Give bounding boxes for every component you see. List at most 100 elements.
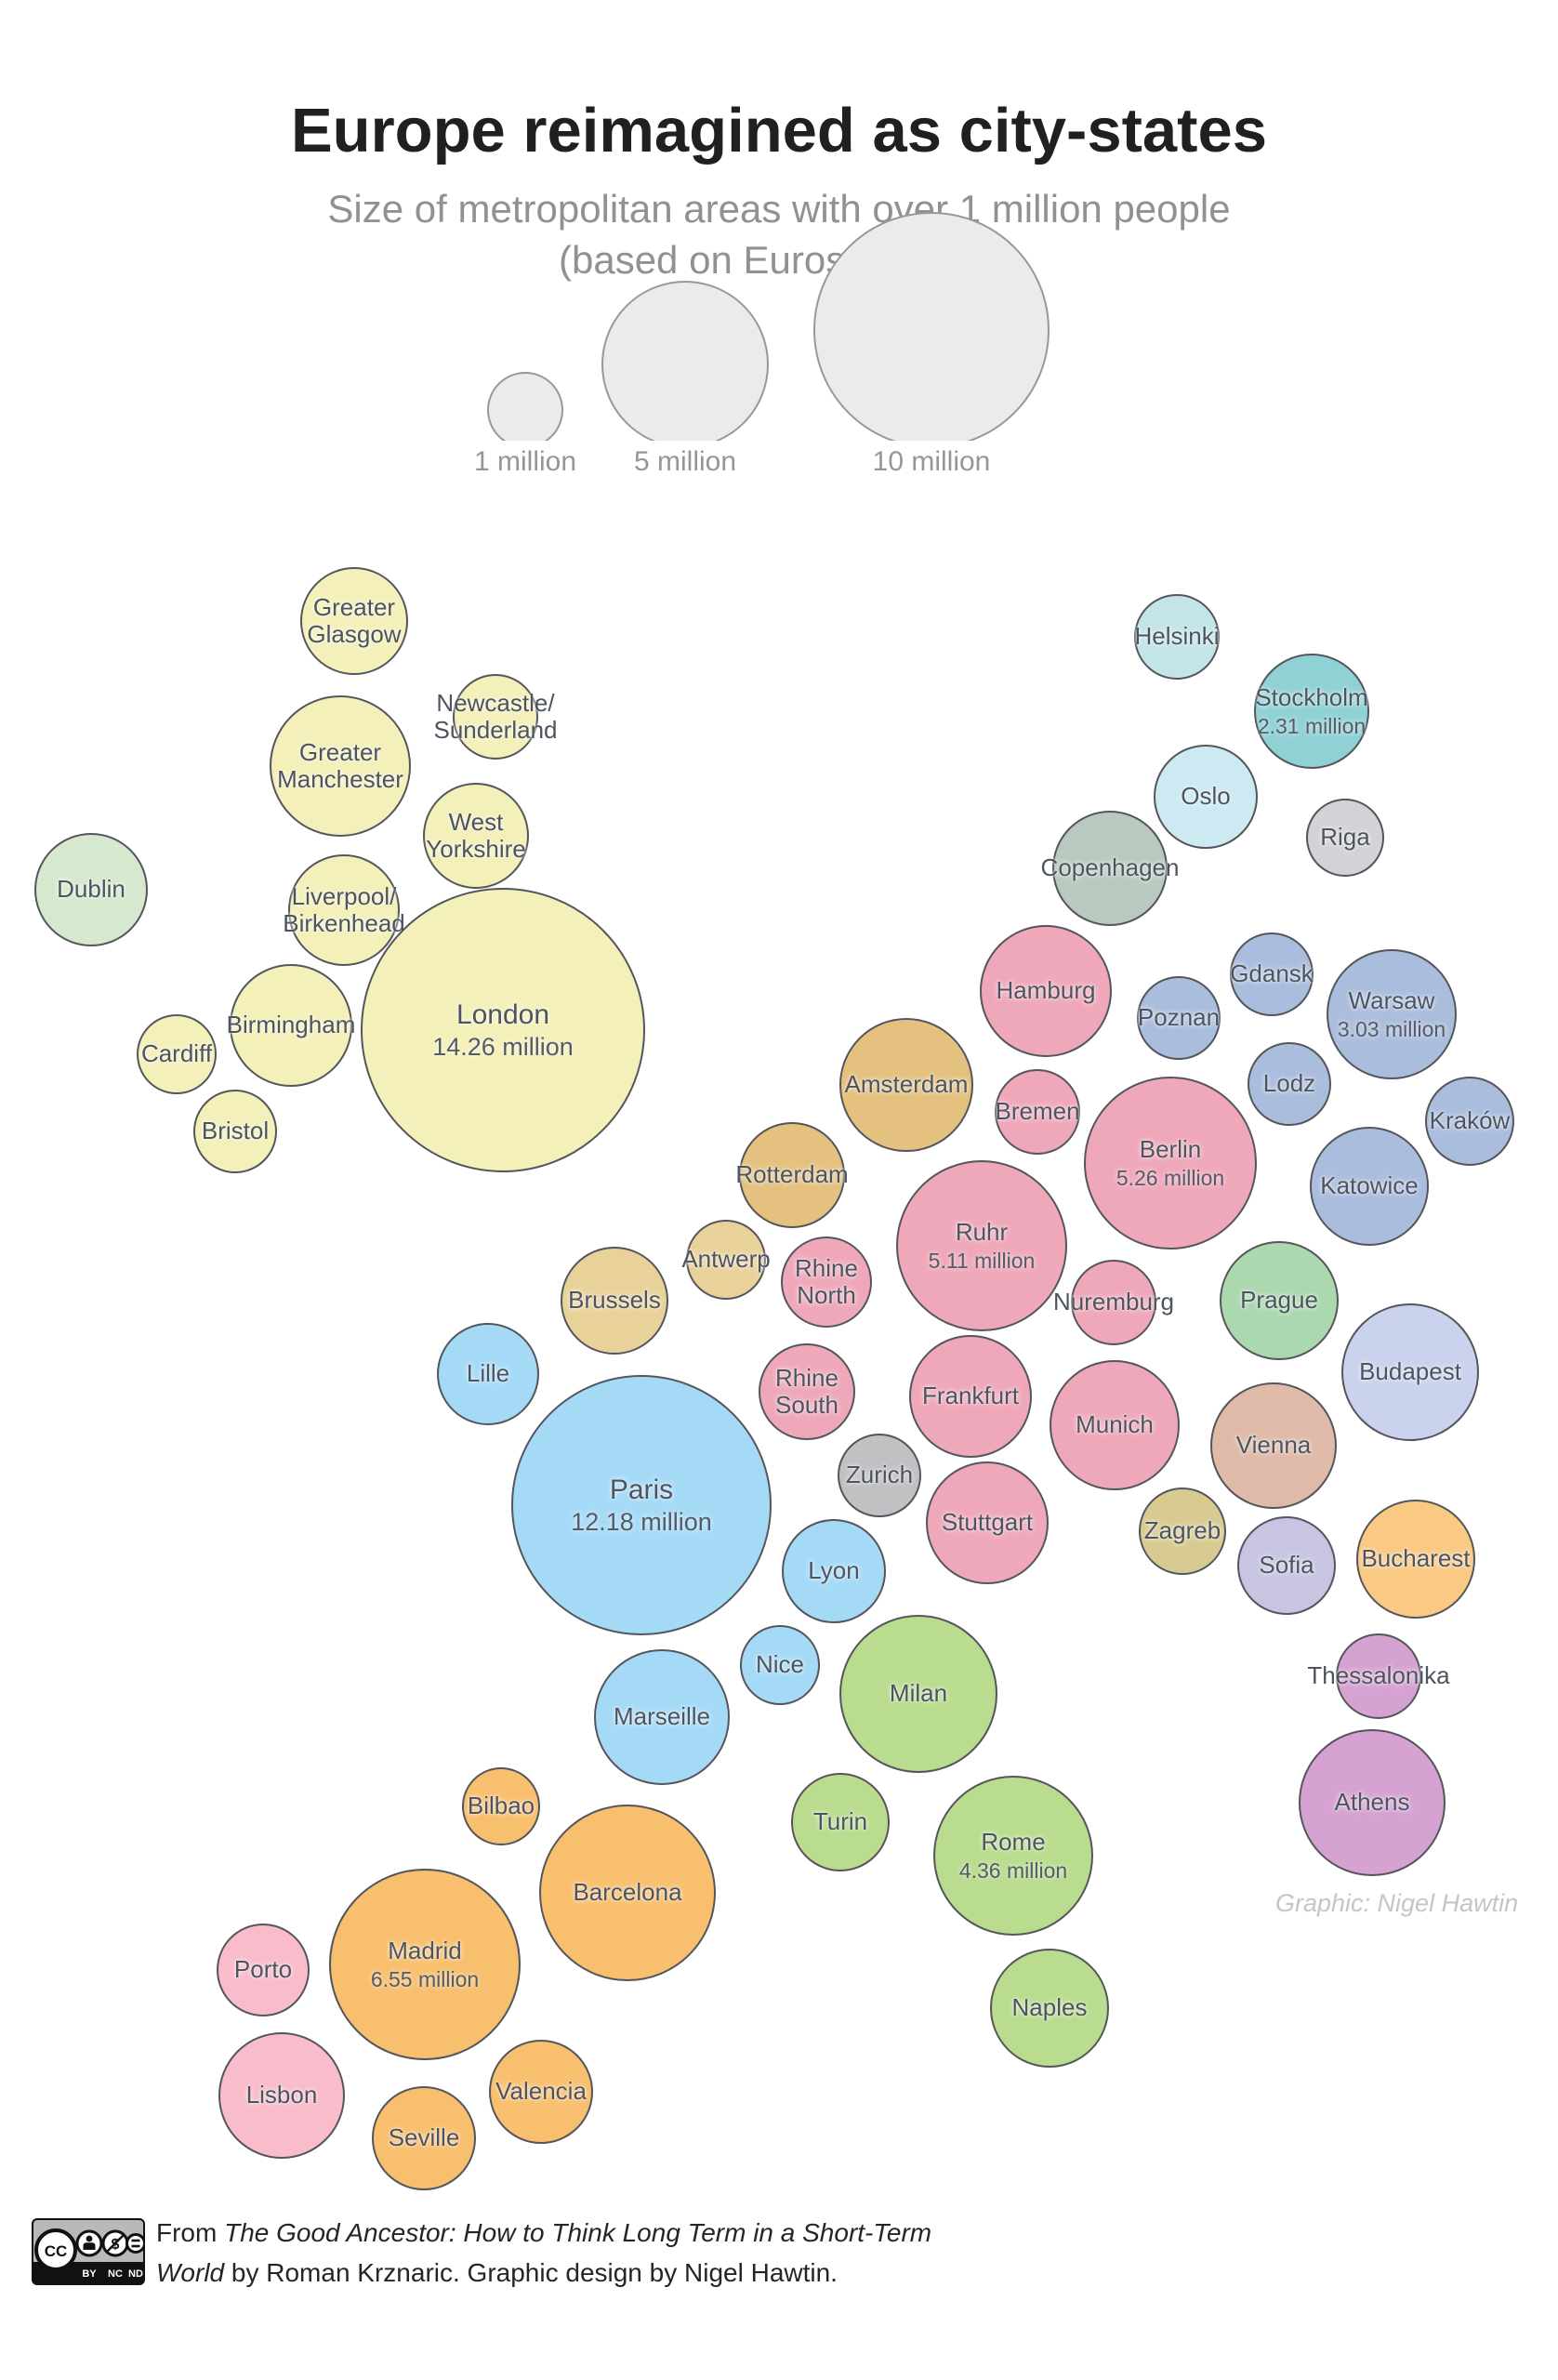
- city-bubble-rotterdam: Rotterdam: [735, 1122, 849, 1228]
- city-bubble-west-yorkshire: West Yorkshire: [423, 783, 529, 889]
- city-bubble-bristol: Bristol: [193, 1090, 277, 1173]
- city-label: Porto: [233, 1955, 293, 1984]
- city-name-line: Porto: [233, 1955, 293, 1984]
- city-label: Rhine South: [775, 1364, 838, 1420]
- legend-label: 5 million: [633, 446, 737, 477]
- city-label: Marseille: [614, 1702, 710, 1730]
- city-label: Lyon: [808, 1556, 859, 1584]
- city-name-line: Poznan: [1137, 1003, 1221, 1032]
- city-label: Sofia: [1259, 1551, 1314, 1579]
- cc-by-label: BY: [82, 2268, 97, 2280]
- city-bubble-berlin: Berlin 5.26 million: [1084, 1077, 1257, 1250]
- city-bubble-rome: Rome 4.36 million: [933, 1776, 1093, 1936]
- city-bubble-lisbon: Lisbon: [218, 2032, 345, 2159]
- city-label: Copenhagen: [1040, 853, 1180, 882]
- city-bubble-athens: Athens: [1299, 1729, 1446, 1876]
- attribution-suffix: by Roman Krznaric. Graphic design by Nig…: [224, 2258, 838, 2288]
- city-name-line: Valencia: [495, 2077, 587, 2106]
- city-label: Dublin: [57, 875, 125, 903]
- city-label: Zurich: [846, 1461, 913, 1488]
- city-bubble-greater-manchester: Greater Manchester: [270, 695, 411, 837]
- city-population-label: 3.03 million: [1337, 1016, 1446, 1041]
- city-label: Newcastle/Sunderland: [433, 689, 558, 745]
- legend-circle-10-million: [813, 212, 1050, 441]
- attribution-prefix: From: [156, 2218, 225, 2247]
- city-label: Valencia: [495, 2077, 587, 2106]
- city-label: Rome 4.36 million: [958, 1828, 1068, 1883]
- city-bubble-marseille: Marseille: [594, 1649, 730, 1785]
- city-name-line: Bremen: [995, 1097, 1080, 1126]
- city-bubble-thessalonika: Thessalonika: [1307, 1633, 1450, 1719]
- legend-label: 1 million: [473, 446, 577, 477]
- city-name-line: Stuttgart: [941, 1508, 1034, 1537]
- city-name-line: Yorkshire: [426, 835, 526, 863]
- city-name-line: Antwerp: [681, 1245, 771, 1274]
- city-name-line: Gdansk: [1230, 959, 1314, 988]
- city-bubble-munich: Munich: [1050, 1360, 1180, 1490]
- city-label: Berlin 5.26 million: [1116, 1135, 1225, 1190]
- city-name-line: Copenhagen: [1040, 853, 1180, 882]
- cc-nd-equals-icon: [125, 2233, 145, 2254]
- city-label: Paris 12.18 million: [571, 1474, 712, 1536]
- city-label: Liverpool/Birkenhead: [283, 882, 405, 938]
- city-label: Helsinki: [1134, 622, 1220, 651]
- city-label: Bristol: [202, 1117, 269, 1144]
- city-bubble-lyon: Lyon: [782, 1519, 886, 1623]
- city-label: Amsterdam: [845, 1070, 969, 1098]
- city-population-label: 5.11 million: [928, 1248, 1036, 1273]
- city-label: Frankfurt: [922, 1382, 1019, 1409]
- city-label: Poznan: [1137, 1003, 1221, 1032]
- city-name-line: Paris: [609, 1474, 674, 1505]
- city-bubble-vienna: Vienna: [1210, 1382, 1337, 1509]
- subtitle-line-1: Size of metropolitan areas with over 1 m…: [327, 187, 1231, 231]
- city-label: Bremen: [995, 1097, 1080, 1126]
- city-name-line: Cardiff: [140, 1039, 213, 1068]
- city-name-line: North: [797, 1281, 856, 1309]
- city-bubble-ruhr: Ruhr 5.11 million: [896, 1160, 1067, 1331]
- city-bubble-oslo: Oslo: [1154, 745, 1258, 849]
- city-bubble-krak-w: Kraków: [1425, 1077, 1514, 1166]
- city-label: Milan: [890, 1679, 947, 1707]
- legend-label: 10 million: [872, 446, 991, 477]
- city-population-label: 4.36 million: [958, 1858, 1068, 1883]
- city-label: Warsaw 3.03 million: [1337, 986, 1446, 1041]
- city-name-line: Naples: [1011, 1993, 1088, 2022]
- city-label: London 14.26 million: [432, 999, 574, 1061]
- city-bubble-turin: Turin: [791, 1773, 890, 1871]
- city-bubble-nuremburg: Nuremburg: [1053, 1260, 1174, 1345]
- city-label: Riga: [1320, 823, 1369, 851]
- city-name-line: Kraków: [1429, 1106, 1511, 1135]
- city-bubble-katowice: Katowice: [1310, 1127, 1429, 1246]
- city-name-line: Zagreb: [1143, 1516, 1221, 1545]
- city-label: Greater Glasgow: [307, 593, 401, 649]
- city-bubble-bremen: Bremen: [995, 1069, 1080, 1155]
- city-bubble-frankfurt: Frankfurt: [909, 1335, 1032, 1458]
- legend-circle-5-million: [601, 281, 769, 441]
- city-name-line: Lodz: [1262, 1069, 1316, 1098]
- city-name-line: Lisbon: [245, 2081, 318, 2109]
- city-bubble-greater-glasgow: Greater Glasgow: [300, 567, 408, 675]
- city-bubble-porto: Porto: [217, 1924, 310, 2016]
- city-label: Rotterdam: [735, 1160, 848, 1188]
- city-name-line: Bucharest: [1361, 1544, 1471, 1573]
- city-bubble-bilbao: Bilbao: [462, 1767, 540, 1845]
- legend-circle-1-million: [487, 372, 563, 441]
- book-title-part-1: The Good Ancestor: How to Think Long Ter…: [224, 2218, 932, 2247]
- city-label: Ruhr 5.11 million: [928, 1218, 1036, 1273]
- city-label: West Yorkshire: [426, 807, 526, 864]
- book-title-part-2: World: [156, 2258, 225, 2288]
- city-bubble-prague: Prague: [1220, 1241, 1339, 1360]
- city-bubble-poznan: Poznan: [1137, 976, 1221, 1060]
- city-population-label: 5.26 million: [1116, 1165, 1225, 1190]
- city-name-line: Barcelona: [573, 1878, 682, 1907]
- city-bubble-liverpool-birkenhead: Liverpool/Birkenhead: [283, 854, 405, 966]
- city-name-line: West: [448, 807, 504, 836]
- city-name-line: Warsaw: [1348, 986, 1435, 1015]
- city-name-line: Helsinki: [1134, 622, 1220, 651]
- city-name-line: Oslo: [1181, 782, 1231, 811]
- attribution-text: From The Good Ancestor: How to Think Lon…: [156, 2213, 1253, 2294]
- city-name-line: Sunderland: [433, 716, 558, 744]
- city-name-line: Bilbao: [467, 1792, 535, 1820]
- city-bubble-lodz: Lodz: [1248, 1042, 1331, 1126]
